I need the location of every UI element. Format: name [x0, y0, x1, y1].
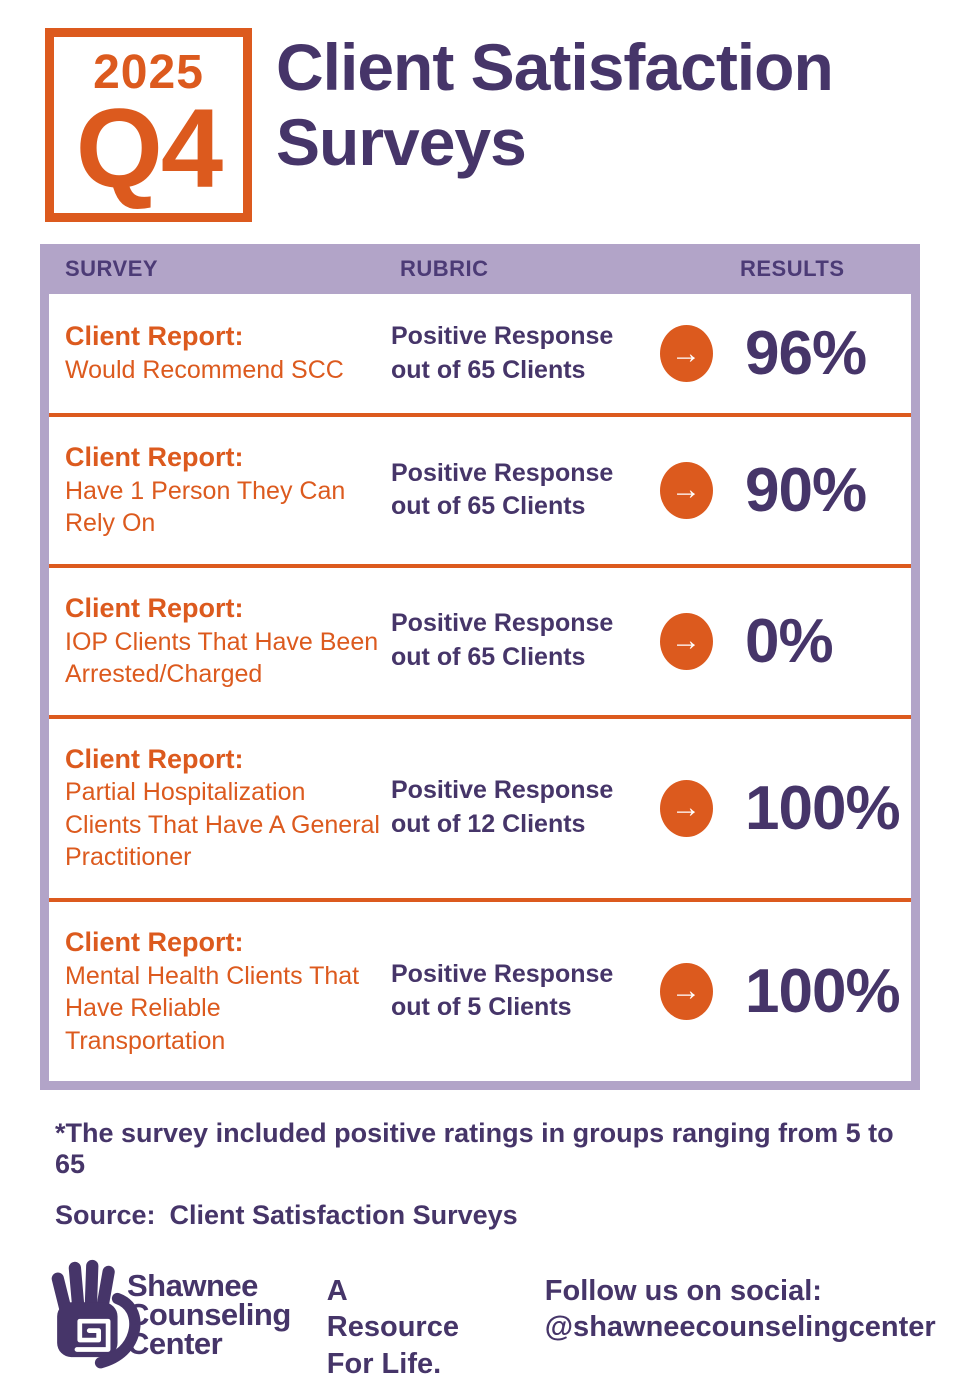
table-row: Client Report: Would Recommend SCC Posit…	[49, 294, 911, 413]
tagline-line: For Life.	[326, 1347, 442, 1380]
column-header-survey: SURVEY	[65, 256, 159, 281]
survey-description: Partial Hospitalization Clients That Hav…	[65, 778, 380, 872]
survey-description: Have 1 Person They Can Rely On	[65, 476, 346, 538]
table-row: Client Report: Mental Health Clients Tha…	[49, 897, 911, 1081]
survey-description: Would Recommend SCC	[65, 356, 344, 385]
table-row: Client Report: IOP Clients That Have Bee…	[49, 563, 911, 715]
survey-cell: Client Report: Mental Health Clients Tha…	[65, 926, 391, 1057]
survey-cell: Client Report: Partial Hospitalization C…	[65, 743, 391, 874]
rubric-cell: Positive Response out of 65 Clients	[391, 321, 614, 384]
table-row: Client Report: Partial Hospitalization C…	[49, 714, 911, 898]
survey-label: Client Report:	[65, 321, 244, 352]
column-header-rubric: RUBRIC	[400, 256, 489, 281]
social-handle: @shawneecounselingcenter	[544, 1311, 936, 1344]
wordmark-line: Counseling	[127, 1297, 291, 1333]
page-title: Client Satisfaction Surveys	[276, 30, 834, 180]
badge-year: 2025	[93, 46, 204, 100]
result-value: 96%	[745, 319, 867, 388]
arrow-cell: →	[641, 325, 731, 382]
survey-label: Client Report:	[65, 592, 244, 623]
survey-label: Client Report:	[65, 442, 244, 472]
tagline: A Resource For Life.	[327, 1273, 487, 1382]
survey-label: Client Report:	[65, 743, 244, 774]
arrow-cell: →	[641, 461, 731, 519]
wordmark-line: Shawnee	[127, 1268, 258, 1303]
survey-cell: Client Report: Would Recommend SCC	[65, 320, 391, 386]
results-table: SURVEY RUBRIC RESULTS Client Report: Wou…	[40, 244, 920, 1090]
source-label: Source:	[55, 1200, 156, 1230]
org-wordmark: Shawnee Counseling Center	[127, 1268, 291, 1362]
footer: Shawnee Counseling Center A Resource For…	[45, 1257, 960, 1382]
result-value: 100%	[745, 773, 901, 843]
arrow-right-icon: →	[659, 962, 713, 1020]
survey-cell: Client Report: IOP Clients That Have Bee…	[65, 592, 391, 691]
arrow-right-icon: →	[659, 461, 713, 519]
org-logo: Shawnee Counseling Center	[45, 1257, 291, 1375]
badge-quarter: Q4	[75, 86, 223, 212]
arrow-right-icon: →	[659, 779, 713, 837]
rubric-cell: Positive Response out of 12 Clients	[391, 776, 614, 839]
source-value: Client Satisfaction Surveys	[169, 1200, 518, 1230]
survey-label: Client Report:	[65, 926, 244, 957]
result-value: 100%	[745, 956, 901, 1026]
survey-cell: Client Report: Have 1 Person They Can Re…	[65, 441, 391, 540]
column-header-results: RESULTS	[740, 256, 845, 281]
result-value: 90%	[745, 455, 867, 525]
quarter-badge: 2025 Q4	[45, 28, 252, 222]
arrow-cell: →	[641, 962, 731, 1020]
rubric-cell: Positive Response out of 5 Clients	[391, 959, 614, 1022]
table-row: Client Report: Have 1 Person They Can Re…	[49, 413, 911, 564]
table-header-row: SURVEY RUBRIC RESULTS	[40, 244, 920, 294]
social-block: Follow us on social: @shawneecounselingc…	[545, 1273, 936, 1346]
table-body: Client Report: Would Recommend SCC Posit…	[40, 294, 920, 1090]
tagline-line: A Resource	[326, 1275, 459, 1344]
rubric-cell: Positive Response out of 65 Clients	[391, 609, 614, 672]
rubric-cell: Positive Response out of 65 Clients	[391, 458, 614, 521]
arrow-cell: →	[641, 779, 731, 837]
arrow-cell: →	[641, 612, 731, 670]
wordmark-line: Center	[127, 1326, 223, 1362]
social-label: Follow us on social:	[544, 1275, 822, 1307]
source-line: Source: Client Satisfaction Surveys	[55, 1200, 920, 1231]
arrow-right-icon: →	[659, 325, 713, 382]
footnote: *The survey included positive ratings in…	[55, 1118, 894, 1179]
survey-description: Mental Health Clients That Have Reliable…	[65, 961, 360, 1055]
arrow-right-icon: →	[659, 612, 713, 670]
survey-description: IOP Clients That Have Been Arrested/Char…	[65, 627, 379, 689]
result-value: 0%	[745, 606, 834, 676]
header: 2025 Q4 Client Satisfaction Surveys	[0, 0, 960, 222]
